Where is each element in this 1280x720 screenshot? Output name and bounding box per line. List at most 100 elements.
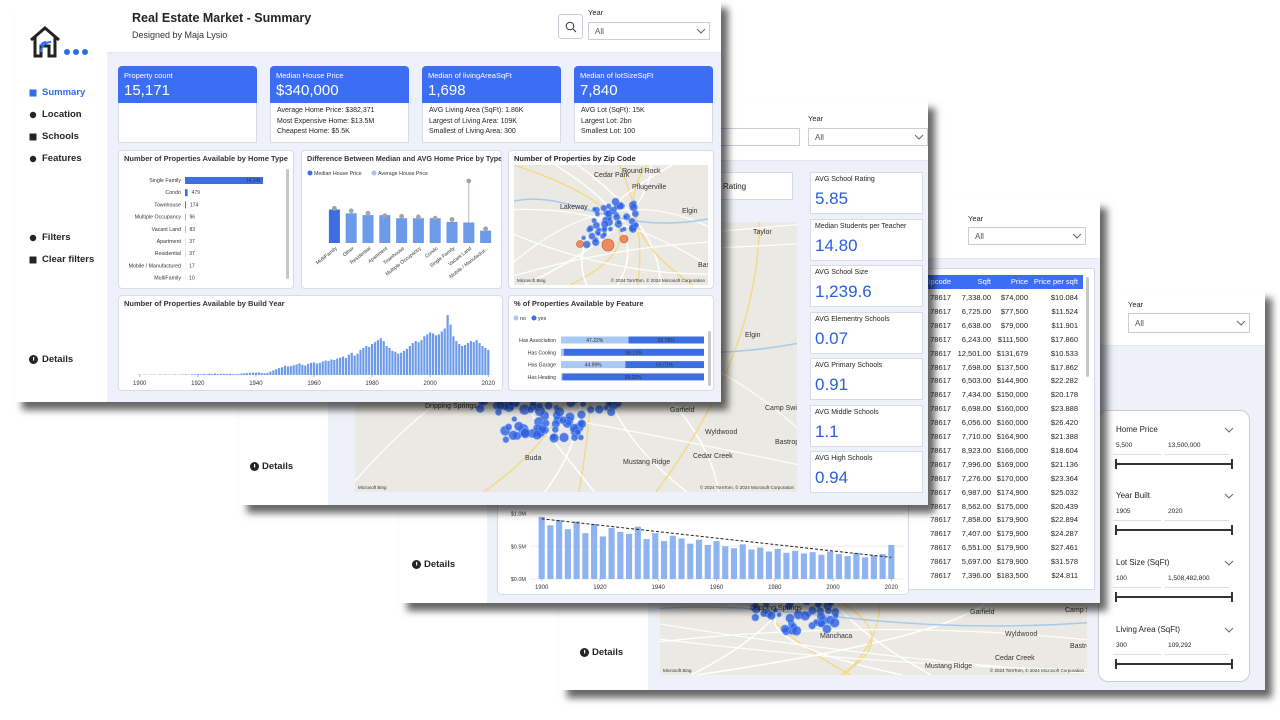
bar [687,543,694,579]
bar [254,372,257,375]
nav-item[interactable]: Location [42,109,82,120]
bar [173,374,176,375]
slider-max: 1,508,482,800 [1168,575,1210,582]
table-cell: 6,243.00 [961,334,991,344]
nav-item[interactable]: Filters [42,232,71,243]
slider-handle[interactable] [1231,659,1233,669]
scrollbar [1086,277,1089,377]
chevron [1236,320,1246,326]
slider-handle[interactable] [1115,592,1117,602]
map-place: Pflugerville [632,184,666,191]
table-cell: $10.533 [1050,348,1078,358]
avg-dot [466,178,472,184]
value-label: 479 [192,190,201,196]
table-cell: $17.862 [1050,362,1078,372]
table-cell: 7,858.00 [961,515,991,525]
table-cell: 7,698.00 [961,362,991,372]
kpi-card: AVG Elementry Schools 0.07 [810,311,923,354]
table-cell: 78617 [930,515,951,525]
bar [371,344,374,375]
bar [251,372,255,375]
chart-title: Number of Properties Available by Home T… [124,154,288,163]
kpi-detail: Most Expensive Home: $13.5M [277,117,375,125]
bar [185,213,186,221]
map-bubble [544,401,553,410]
slider-handle[interactable] [1231,592,1233,602]
slider-max-input[interactable]: 2020 [1165,505,1229,521]
bar [283,365,287,375]
nav [15,0,107,402]
map-bubble [832,612,839,619]
slider-handle[interactable] [1115,525,1117,535]
bar [434,335,438,375]
kpi-value: $340,000 [276,82,339,99]
kpi-card: AVG School Rating 5.85 [810,172,923,214]
nav-item[interactable]: Details [592,647,624,658]
nav-item[interactable]: Details [42,354,74,365]
logo-dot [82,49,88,55]
x-tick-label: 2020 [482,381,496,387]
nav-item[interactable]: Summary [42,87,86,98]
scrollbar [708,331,711,386]
nav-icon-shape [29,155,37,163]
map-bubble [829,617,840,628]
bar [345,213,357,243]
map-bubble [587,225,594,232]
chart-title: % of Properties Available by Feature [514,299,644,308]
bar [324,360,327,375]
category-label: MultiFamily [154,276,181,282]
bar [400,352,403,375]
slider-handle[interactable] [1231,459,1233,469]
slider-handle[interactable] [1115,659,1117,669]
y-tick-label: $0.5M [511,544,527,550]
nav-item[interactable]: Details [424,559,456,570]
map-bubble [591,238,600,247]
nav-item[interactable]: Details [262,461,294,472]
slider-min-input[interactable]: 100 [1113,572,1161,588]
category-label: Residential [155,251,181,257]
map-place: Elgin [745,332,761,339]
bar [339,357,342,375]
chevron [1224,627,1234,633]
slider-track [1116,463,1232,465]
bar [564,529,571,579]
year-dropdown[interactable]: All [968,227,1086,245]
bar [423,336,426,375]
bar [228,373,231,375]
bar [185,189,188,197]
year-dropdown[interactable]: All [588,22,710,40]
legend-label: yes [538,316,547,322]
slider-max-input[interactable]: 13,500,000 [1165,439,1229,455]
dropdown[interactable] [718,128,800,146]
nav-item[interactable]: Features [42,153,82,164]
map-place: Cedar Creek [693,453,733,460]
slider-handle[interactable] [1115,459,1117,469]
dropdown-value: All [815,133,824,142]
year-dropdown[interactable]: All [808,128,928,146]
slider-min-input[interactable]: 300 [1113,639,1161,655]
table-cell: $137,500 [996,362,1028,372]
bar [199,374,202,375]
slider-min-input[interactable]: 1905 [1113,505,1161,521]
map-place: Dripping Springs [750,605,802,612]
nav-item[interactable]: Clear filters [42,254,95,265]
slider-handle[interactable] [1231,525,1233,535]
table-cell: 78617 [930,404,951,414]
slider-max-input[interactable]: 109,292 [1165,639,1229,655]
bar [376,340,379,375]
kpi-label: AVG Elementry Schools [815,315,890,323]
kpi-value: 1.1 [815,421,839,441]
search-button[interactable] [558,14,583,39]
slider-min-input[interactable]: 5,500 [1113,439,1161,455]
bar [336,358,339,375]
map-bubble [574,428,581,436]
bar [304,365,307,375]
table-cell: 6,551.00 [961,543,991,553]
slider-max-input[interactable]: 1,508,482,800 [1165,572,1229,588]
year-dropdown[interactable]: All [1128,313,1250,333]
nav-item[interactable]: Schools [42,131,79,142]
legend-swatch [531,315,537,321]
kpi-label: Median of livingAreaSqFt [428,71,512,80]
bar [449,324,452,375]
